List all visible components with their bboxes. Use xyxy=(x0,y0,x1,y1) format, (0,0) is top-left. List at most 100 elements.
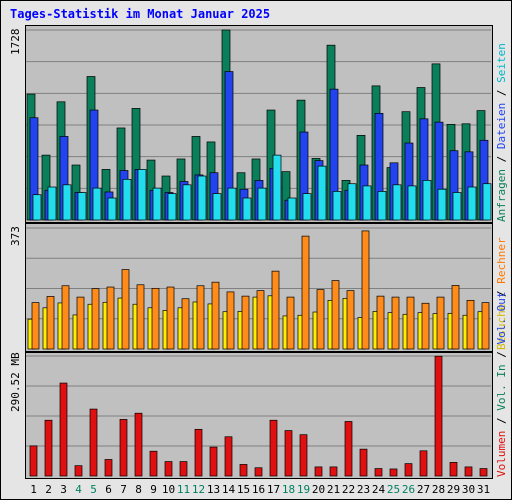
bar-rechner xyxy=(436,296,445,350)
bar-volumen xyxy=(314,466,323,477)
x-tick-label: 18 xyxy=(282,483,295,496)
bar-seiten xyxy=(167,193,177,221)
bar-seiten xyxy=(377,191,387,221)
x-tick-label: 27 xyxy=(417,483,430,496)
bar-volumen xyxy=(194,428,203,477)
bar-rechner xyxy=(481,302,490,350)
x-tick-label: 22 xyxy=(342,483,355,496)
bar-volumen xyxy=(434,355,443,477)
x-tick-label: 1 xyxy=(30,483,37,496)
x-tick-label: 4 xyxy=(75,483,82,496)
bar-seiten xyxy=(392,184,402,221)
bar-seiten xyxy=(467,186,477,221)
x-tick-label: 9 xyxy=(150,483,157,496)
bar-seiten xyxy=(422,180,432,221)
x-tick-label: 11 xyxy=(177,483,190,496)
bar-rechner xyxy=(271,270,280,350)
bar-volumen xyxy=(149,450,158,477)
bar-rechner xyxy=(76,296,85,350)
x-tick-label: 19 xyxy=(297,483,310,496)
bar-seiten xyxy=(452,192,462,221)
bar-volumen xyxy=(179,461,188,477)
bar-rechner xyxy=(301,235,310,350)
x-tick-label: 15 xyxy=(237,483,250,496)
bar-seiten xyxy=(272,154,282,221)
x-tick-label: 7 xyxy=(120,483,127,496)
bar-volumen xyxy=(59,382,68,477)
x-tick-label: 3 xyxy=(60,483,67,496)
bar-rechner xyxy=(391,296,400,350)
bar-seiten xyxy=(182,184,192,221)
x-tick-label: 13 xyxy=(207,483,220,496)
bar-volumen xyxy=(284,430,293,477)
x-tick-label: 26 xyxy=(402,483,415,496)
x-tick-label: 17 xyxy=(267,483,280,496)
bar-rechner xyxy=(121,269,130,350)
bar-volumen xyxy=(419,450,428,477)
x-tick-label: 29 xyxy=(447,483,460,496)
bar-volumen xyxy=(104,459,113,477)
bar-rechner xyxy=(106,286,115,350)
bar-volumen xyxy=(479,468,488,477)
x-tick-label: 10 xyxy=(162,483,175,496)
x-tick-label: 30 xyxy=(462,483,475,496)
bar-seiten xyxy=(77,192,87,221)
bar-rechner xyxy=(46,296,55,350)
x-tick-label: 8 xyxy=(135,483,142,496)
bar-rechner xyxy=(181,298,190,350)
bar-rechner xyxy=(211,281,220,350)
bar-rechner xyxy=(61,285,70,350)
bar-seiten xyxy=(242,197,252,221)
bar-seiten xyxy=(302,193,312,221)
bar-seiten xyxy=(92,187,102,221)
bar-volumen xyxy=(344,421,353,477)
bar-rechner xyxy=(151,287,160,350)
bar-rechner xyxy=(331,280,340,350)
bar-volumen xyxy=(209,446,218,477)
bar-rechner xyxy=(466,299,475,350)
x-tick-label: 23 xyxy=(357,483,370,496)
bar-rechner xyxy=(421,302,430,350)
x-tick-label: 25 xyxy=(387,483,400,496)
bar-rechner xyxy=(376,295,385,350)
bar-rechner xyxy=(241,295,250,350)
bar-seiten xyxy=(437,188,447,221)
bar-seiten xyxy=(347,183,357,221)
x-tick-label: 31 xyxy=(477,483,490,496)
bar-rechner xyxy=(346,290,355,350)
bar-rechner xyxy=(226,291,235,350)
bar-seiten xyxy=(332,191,342,221)
bar-seiten xyxy=(197,175,207,221)
bar-seiten xyxy=(212,193,222,221)
bar-volumen xyxy=(464,466,473,477)
x-tick-label: 6 xyxy=(105,483,112,496)
chart-title: Tages-Statistik im Monat Januar 2025 xyxy=(10,7,271,21)
bar-volumen xyxy=(359,448,368,477)
bar-volumen xyxy=(89,408,98,477)
bar-volumen xyxy=(449,462,458,477)
bar-volumen xyxy=(74,465,83,477)
x-tick-label: 2 xyxy=(45,483,52,496)
bar-seiten xyxy=(137,169,147,221)
bar-volumen xyxy=(134,412,143,477)
bar-volumen xyxy=(164,461,173,477)
bar-rechner xyxy=(406,296,415,350)
bar-seiten xyxy=(62,184,72,221)
x-tick-label: 20 xyxy=(312,483,325,496)
bar-seiten xyxy=(317,165,327,221)
bar-volumen xyxy=(119,419,128,477)
bar-volumen xyxy=(329,466,338,477)
bar-volumen xyxy=(224,436,233,477)
bar-rechner xyxy=(316,289,325,350)
bar-volumen xyxy=(374,468,383,477)
bar-seiten xyxy=(287,197,297,221)
bar-seiten xyxy=(32,194,42,221)
bar-volumen xyxy=(299,434,308,477)
bar-seiten xyxy=(47,186,57,221)
bar-rechner xyxy=(91,288,100,350)
bar-rechner xyxy=(361,230,370,350)
bar-seiten xyxy=(107,197,117,221)
bar-volumen xyxy=(29,445,38,477)
bar-seiten xyxy=(152,187,162,221)
bar-volumen xyxy=(404,463,413,477)
